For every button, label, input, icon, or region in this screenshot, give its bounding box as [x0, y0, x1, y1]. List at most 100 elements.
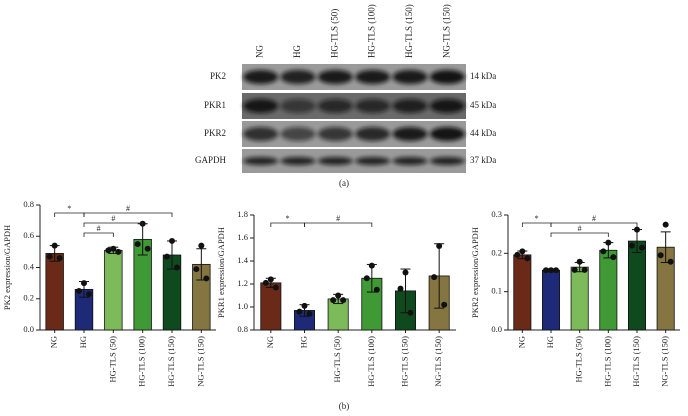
data-point: [306, 310, 313, 317]
data-point: [174, 264, 180, 271]
blot-band: [280, 157, 316, 165]
data-point: [581, 266, 588, 273]
data-point: [134, 241, 141, 248]
data-point: [407, 309, 414, 316]
blot-band: [355, 127, 391, 141]
data-point: [600, 248, 607, 255]
lane-label: HG-TLS (150): [404, 4, 414, 58]
data-point: [514, 251, 521, 258]
y-tick-label: 0.3: [491, 209, 502, 219]
data-point: [301, 302, 308, 309]
data-point: [639, 244, 645, 251]
data-point: [553, 267, 559, 274]
x-tick-label: HG-TLS (50): [332, 336, 342, 383]
x-tick-label: NG: [265, 336, 275, 348]
y-tick-label: 0.8: [23, 199, 34, 209]
data-point: [46, 253, 53, 260]
blot-strip: [242, 64, 466, 90]
data-point: [198, 242, 205, 249]
significance-bracket: [83, 222, 144, 227]
blot-strip: [242, 121, 466, 147]
data-point: [610, 254, 617, 261]
x-tick-label: HG-TLS (100): [602, 336, 612, 387]
row-label: PKR1: [204, 100, 226, 110]
lane-label: HG: [292, 45, 302, 58]
x-tick-label: HG-TLS (50): [574, 336, 584, 383]
data-point: [571, 266, 578, 273]
blot-band: [392, 70, 428, 84]
data-point: [576, 258, 583, 265]
data-point: [86, 291, 92, 298]
y-tick-label: 0.0: [491, 324, 502, 334]
data-point: [56, 255, 63, 262]
x-tick-label: HG-TLS (100): [137, 336, 147, 387]
data-point: [667, 258, 674, 265]
significance-mark: *: [535, 214, 539, 223]
blot-band: [243, 70, 279, 84]
bar: [542, 269, 561, 331]
blot-band: [429, 127, 465, 141]
data-point: [76, 287, 82, 294]
row-label: PK2: [210, 71, 226, 81]
blot-strip: [242, 93, 466, 119]
x-tick-label: NG: [516, 336, 526, 348]
data-point: [193, 266, 200, 273]
data-point: [144, 245, 151, 252]
data-point: [262, 279, 269, 286]
data-point: [51, 242, 58, 249]
significance-bracket: [521, 222, 552, 227]
y-axis-label: PK2 expression/GAPDH: [2, 225, 12, 310]
row-label: GAPDH: [195, 155, 227, 165]
lane-label: HG-TLS (50): [329, 9, 339, 58]
data-point: [397, 285, 404, 292]
lane-label: HG-TLS (100): [367, 4, 377, 58]
blot-band: [280, 99, 316, 113]
significance-bracket: [550, 222, 638, 227]
y-tick-label: 0.0: [23, 324, 34, 334]
lane-label: NG: [255, 45, 265, 58]
significance-mark: *: [286, 214, 290, 223]
blot-strip: [242, 149, 466, 173]
data-point: [203, 275, 210, 282]
panel-label: (b): [339, 401, 350, 411]
data-point: [543, 267, 549, 274]
data-point: [110, 245, 117, 252]
x-tick-label: NG: [49, 336, 59, 348]
y-tick-label: 1.4: [237, 255, 248, 265]
y-tick-label: 1.0: [237, 301, 248, 311]
data-point: [657, 252, 664, 259]
data-point: [441, 301, 448, 308]
blot-band: [429, 70, 465, 84]
y-tick-label: 0.4: [23, 261, 34, 271]
blot-band: [392, 127, 428, 141]
data-point: [436, 243, 443, 250]
data-point: [296, 308, 303, 315]
bar: [513, 254, 532, 331]
blot-band: [392, 157, 428, 165]
kda-label: 37 kDa: [470, 155, 496, 165]
data-point: [373, 286, 380, 293]
x-tick-label: NG-TLS (150): [433, 336, 443, 387]
data-point: [81, 280, 87, 287]
blot-band: [317, 70, 353, 84]
data-point: [340, 297, 347, 304]
data-point: [548, 267, 554, 274]
bar: [628, 240, 647, 331]
significance-mark: *: [67, 204, 71, 213]
significance-bracket: [83, 232, 114, 237]
x-tick-label: HG: [78, 336, 88, 348]
data-point: [272, 284, 279, 291]
significance-mark: #: [578, 224, 582, 233]
y-tick-label: 1.6: [237, 232, 248, 242]
y-tick-label: 0.8: [237, 324, 248, 334]
significance-mark: #: [336, 214, 340, 223]
y-tick-label: 0.2: [491, 247, 502, 257]
data-point: [164, 253, 170, 260]
kda-label: 45 kDa: [470, 100, 496, 110]
bar: [599, 249, 618, 331]
data-point: [267, 276, 274, 283]
y-axis-label: PKR2 expression/GAPDH: [470, 227, 480, 318]
y-axis-label: PKR1 expression/GAPDH: [216, 227, 226, 318]
bar: [260, 282, 282, 331]
